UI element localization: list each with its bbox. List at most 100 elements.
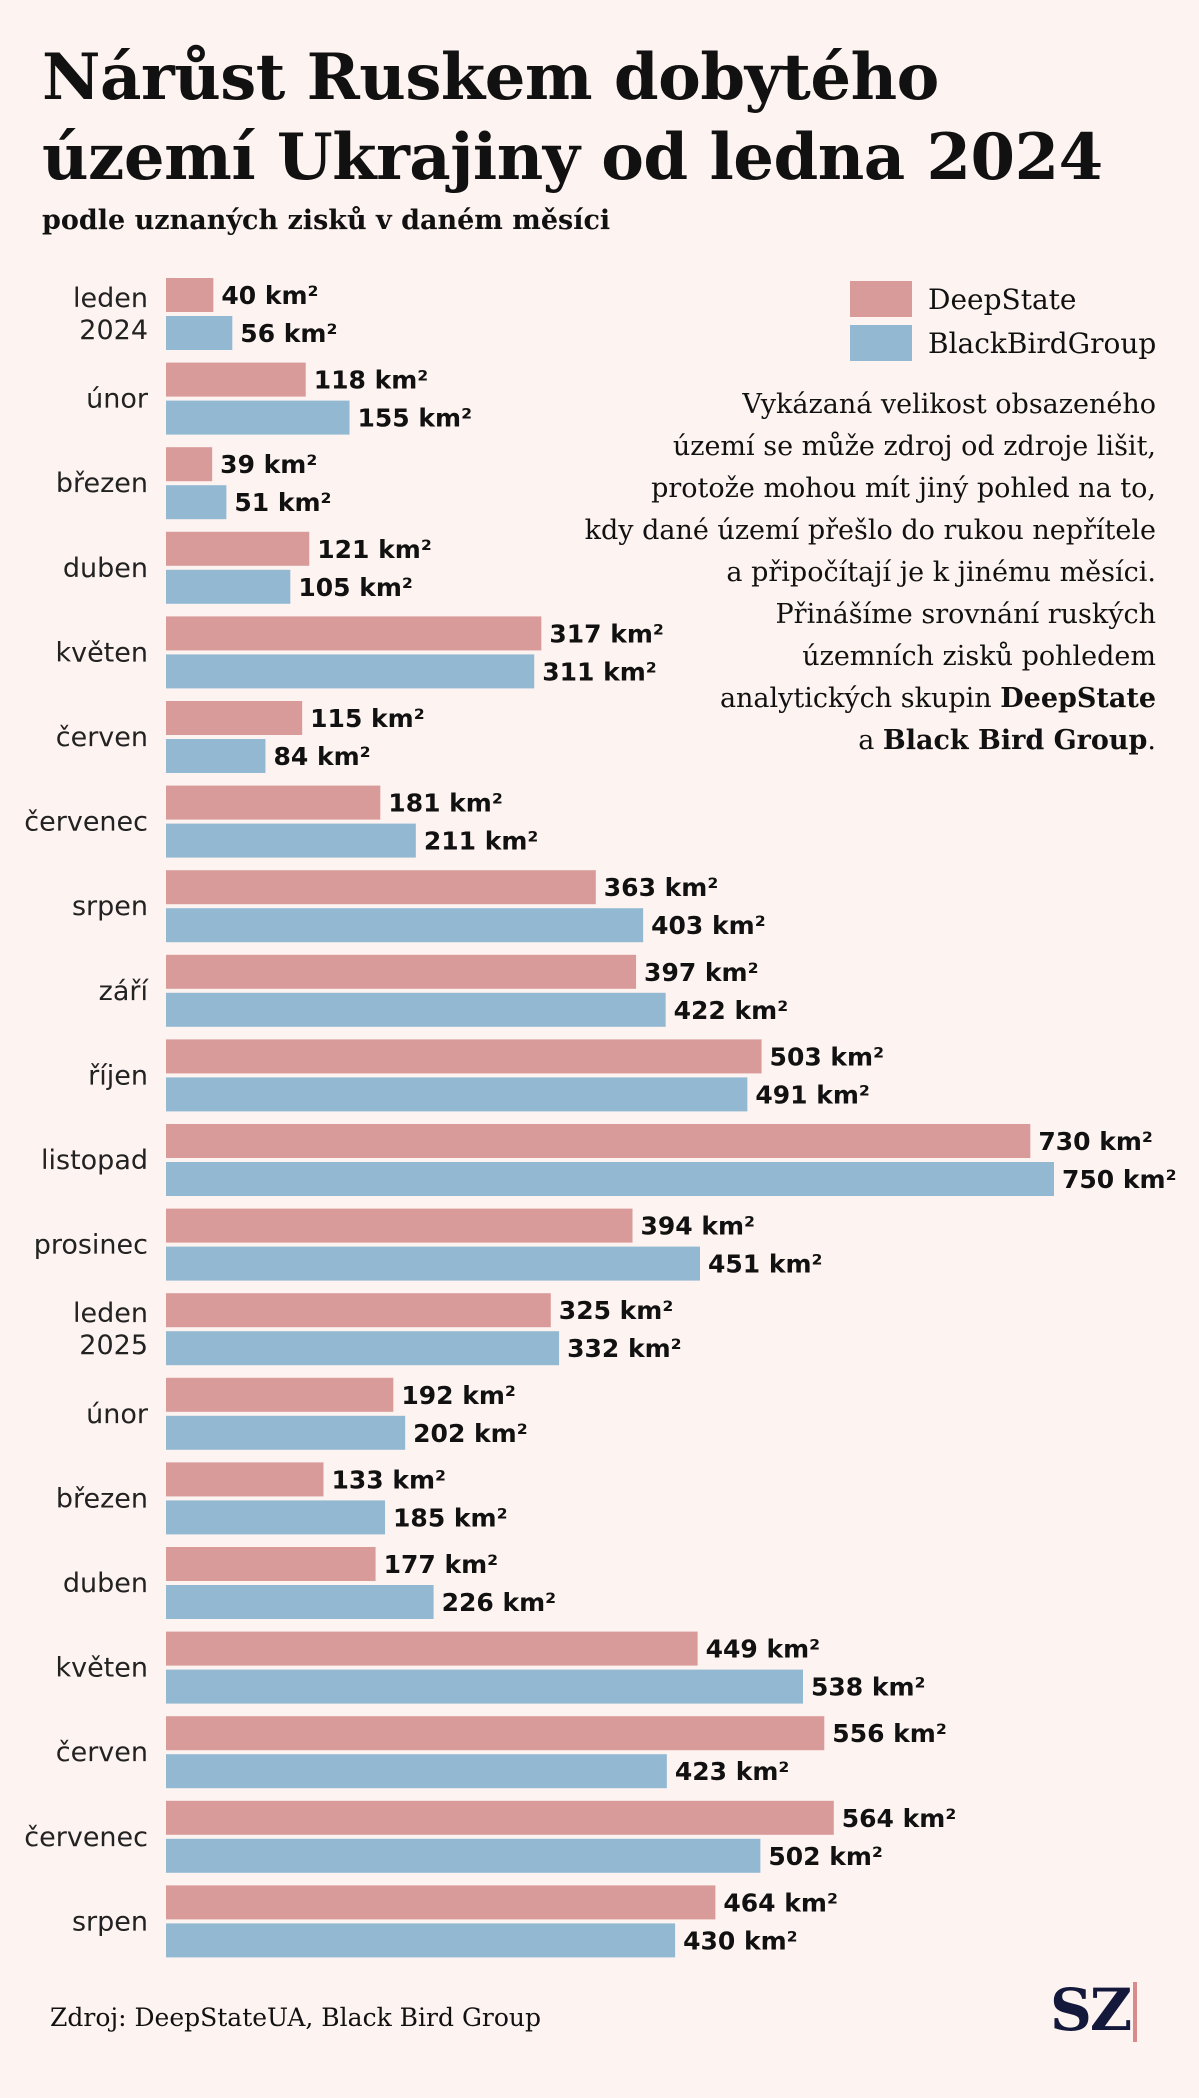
bar-blackbirdgroup <box>166 739 266 773</box>
data-label: 538 km² <box>811 1673 926 1702</box>
category-label: červenec <box>24 1822 148 1853</box>
data-label: 397 km² <box>644 958 759 987</box>
data-label: 464 km² <box>723 1888 838 1917</box>
data-label: 423 km² <box>675 1757 790 1786</box>
data-label: 503 km² <box>770 1042 885 1071</box>
note-line: územních zisků pohledem <box>802 641 1156 672</box>
chart-subtitle: podle uznaných zisků v daném měsíci <box>42 205 611 236</box>
bar-blackbirdgroup <box>166 1077 748 1112</box>
logo-divider <box>1133 1982 1137 2042</box>
bar-deepstate <box>166 1631 698 1666</box>
note-line: Přinášíme srovnání ruských <box>775 599 1157 630</box>
bar-blackbirdgroup <box>166 1415 406 1450</box>
category-label: duben <box>63 1568 148 1599</box>
data-label: 185 km² <box>393 1503 508 1532</box>
note-line: a <box>858 725 883 756</box>
note-line: Vykázaná velikost obsazeného <box>742 389 1156 420</box>
legend-swatch-blackbirdgroup <box>850 325 912 361</box>
bar-blackbirdgroup <box>166 1585 434 1619</box>
category-label: leden 2024 <box>73 283 148 346</box>
bar-deepstate <box>166 1885 716 1920</box>
bar-deepstate <box>166 1208 633 1243</box>
bar-blackbirdgroup <box>166 1754 667 1789</box>
category-label: únor <box>86 384 149 415</box>
category-label: leden 2025 <box>73 1298 148 1361</box>
source-note: Zdroj: DeepStateUA, Black Bird Group <box>50 2003 542 2032</box>
data-label: 317 km² <box>549 619 664 648</box>
data-label: 177 km² <box>384 1550 499 1579</box>
data-label: 155 km² <box>358 404 473 433</box>
data-label: 311 km² <box>542 657 657 686</box>
chart-title: Nárůst Ruskem dobytého území Ukrajiny od… <box>42 40 1103 195</box>
legend: DeepState BlackBirdGroup <box>850 277 1156 365</box>
bar-deepstate <box>166 1462 324 1497</box>
data-label: 84 km² <box>273 742 370 771</box>
note-bold-deepstate: DeepState <box>1000 683 1156 714</box>
data-label: 750 km² <box>1062 1165 1177 1194</box>
bar-deepstate <box>166 447 213 482</box>
category-label: červenec <box>24 807 148 838</box>
bar-blackbirdgroup <box>166 992 666 1027</box>
bar-deepstate <box>166 1039 762 1074</box>
bar-blackbirdgroup <box>166 1331 560 1366</box>
bar-deepstate <box>166 870 596 905</box>
category-label: říjen <box>88 1060 148 1091</box>
data-label: 502 km² <box>768 1842 883 1871</box>
bar-blackbirdgroup <box>166 569 291 604</box>
bar-deepstate <box>166 616 542 651</box>
bar-blackbirdgroup <box>166 654 535 689</box>
sz-logo: SZ <box>1050 1976 1132 2044</box>
explanatory-note: Vykázaná velikost obsazeného území se mů… <box>456 384 1156 762</box>
bar-deepstate <box>166 701 303 735</box>
data-label: 181 km² <box>388 789 503 818</box>
data-label: 556 km² <box>832 1719 947 1748</box>
category-label: září <box>99 976 150 1007</box>
data-label: 51 km² <box>234 488 331 517</box>
bar-deepstate <box>166 785 381 820</box>
bar-blackbirdgroup <box>166 400 350 435</box>
bar-deepstate <box>166 1800 834 1835</box>
data-label: 105 km² <box>298 573 413 602</box>
category-label: prosinec <box>34 1230 148 1261</box>
legend-label-deepstate: DeepState <box>928 282 1077 316</box>
bar-deepstate <box>166 1124 1031 1158</box>
category-label: srpen <box>72 1906 148 1937</box>
category-label: červen <box>56 1737 148 1768</box>
bar-blackbirdgroup <box>166 485 227 520</box>
note-line: území se může zdroj od zdroje lišit, <box>672 431 1156 462</box>
legend-item-deepstate: DeepState <box>850 277 1156 321</box>
data-label: 40 km² <box>221 281 318 310</box>
bar-deepstate <box>166 1547 376 1581</box>
data-label: 403 km² <box>651 911 766 940</box>
bar-deepstate <box>166 1293 551 1328</box>
data-label: 325 km² <box>559 1296 674 1325</box>
bar-deepstate <box>166 531 310 566</box>
data-label: 39 km² <box>220 450 317 479</box>
bar-deepstate <box>166 1716 825 1751</box>
data-label: 202 km² <box>413 1419 528 1448</box>
bar-blackbirdgroup <box>166 908 644 943</box>
data-label: 422 km² <box>674 996 789 1025</box>
category-label: březen <box>56 468 148 499</box>
bar-blackbirdgroup <box>166 1669 803 1704</box>
data-label: 363 km² <box>604 873 719 902</box>
data-label: 332 km² <box>567 1334 682 1363</box>
category-label: červen <box>56 722 148 753</box>
note-line-suffix: . <box>1147 725 1156 756</box>
category-label: srpen <box>72 891 148 922</box>
category-label: únor <box>86 1399 149 1430</box>
category-label: listopad <box>41 1145 148 1176</box>
legend-item-blackbirdgroup: BlackBirdGroup <box>850 321 1156 365</box>
data-label: 730 km² <box>1038 1127 1153 1156</box>
category-label: duben <box>63 553 148 584</box>
data-label: 211 km² <box>424 827 539 856</box>
data-label: 451 km² <box>708 1250 823 1279</box>
note-line: a připočítají je k jinému měsíci. <box>726 557 1156 588</box>
bar-blackbirdgroup <box>166 823 416 858</box>
data-label: 226 km² <box>442 1588 557 1617</box>
data-label: 394 km² <box>640 1212 755 1241</box>
legend-swatch-deepstate <box>850 281 912 317</box>
data-label: 121 km² <box>317 535 432 564</box>
note-line: kdy dané území přešlo do rukou nepřítele <box>584 515 1156 546</box>
